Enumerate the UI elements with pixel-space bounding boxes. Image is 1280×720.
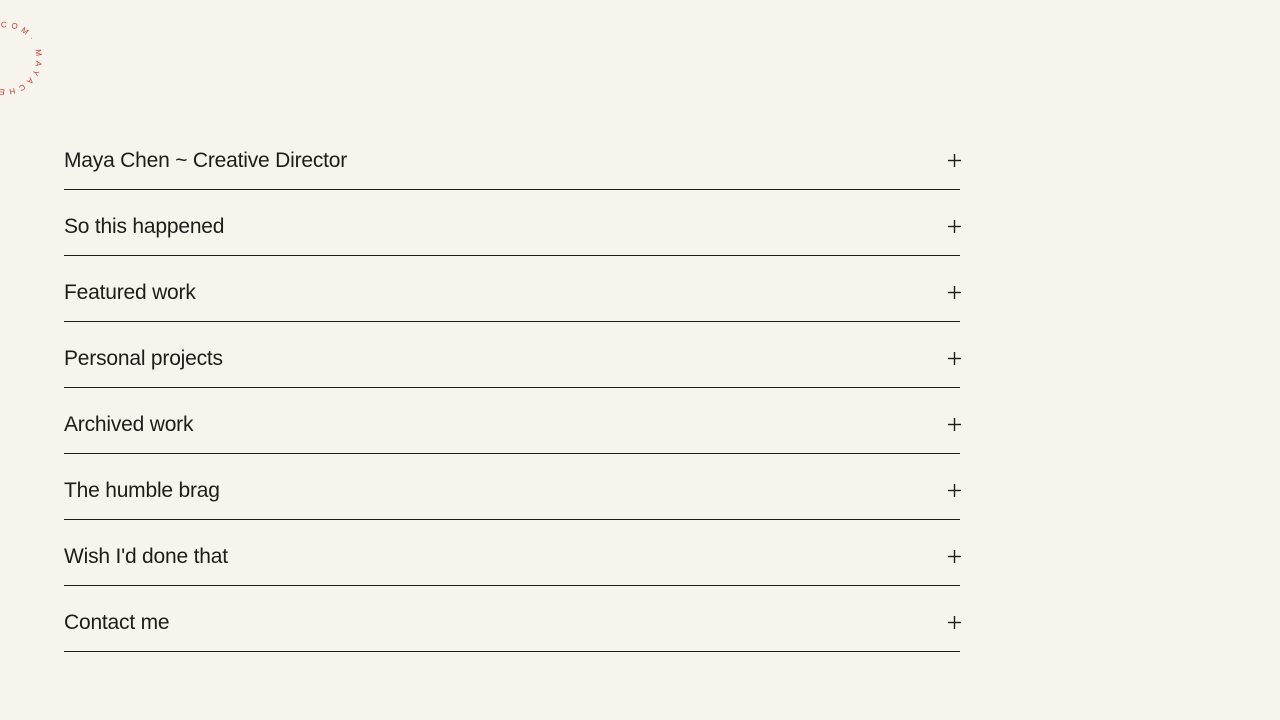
plus-icon[interactable] <box>948 418 961 431</box>
accordion-row-humble-brag[interactable]: The humble brag <box>64 454 961 520</box>
accordion-row-contact-me[interactable]: Contact me <box>64 586 961 652</box>
accordion-row-so-this-happened[interactable]: So this happened <box>64 190 961 256</box>
plus-icon[interactable] <box>948 154 961 167</box>
accordion-row-archived-work[interactable]: Archived work <box>64 388 961 454</box>
plus-icon[interactable] <box>948 484 961 497</box>
circular-logo-text: · MAYACHEMAYACHEN.COM <box>0 20 43 96</box>
plus-icon[interactable] <box>948 352 961 365</box>
plus-icon[interactable] <box>948 220 961 233</box>
accordion-row-personal-projects[interactable]: Personal projects <box>64 322 961 388</box>
plus-icon[interactable] <box>948 550 961 563</box>
accordion-row-wish-id-done-that[interactable]: Wish I'd done that <box>64 520 961 586</box>
accordion-label: So this happened <box>64 214 225 238</box>
accordion-row-featured-work[interactable]: Featured work <box>64 256 961 322</box>
accordion-label: Maya Chen ~ Creative Director <box>64 148 348 172</box>
accordion-label: Featured work <box>64 280 196 304</box>
site-logo[interactable]: · MAYACHEMAYACHEN.COM <box>0 0 112 111</box>
accordion-label: Contact me <box>64 610 170 634</box>
accordion-label: Wish I'd done that <box>64 544 228 568</box>
accordion-label: Personal projects <box>64 346 223 370</box>
accordion-label: The humble brag <box>64 478 220 502</box>
circular-logo-icon: · MAYACHEMAYACHEN.COM <box>0 20 43 96</box>
accordion-label: Archived work <box>64 412 194 436</box>
plus-icon[interactable] <box>948 286 961 299</box>
svg-text:· MAYACHEMAYACHEN.COM: · MAYACHEMAYACHEN.COM <box>0 20 43 96</box>
accordion-row-intro[interactable]: Maya Chen ~ Creative Director <box>64 124 961 190</box>
plus-icon[interactable] <box>948 616 961 629</box>
accordion-menu: Maya Chen ~ Creative Director So this ha… <box>64 124 961 652</box>
